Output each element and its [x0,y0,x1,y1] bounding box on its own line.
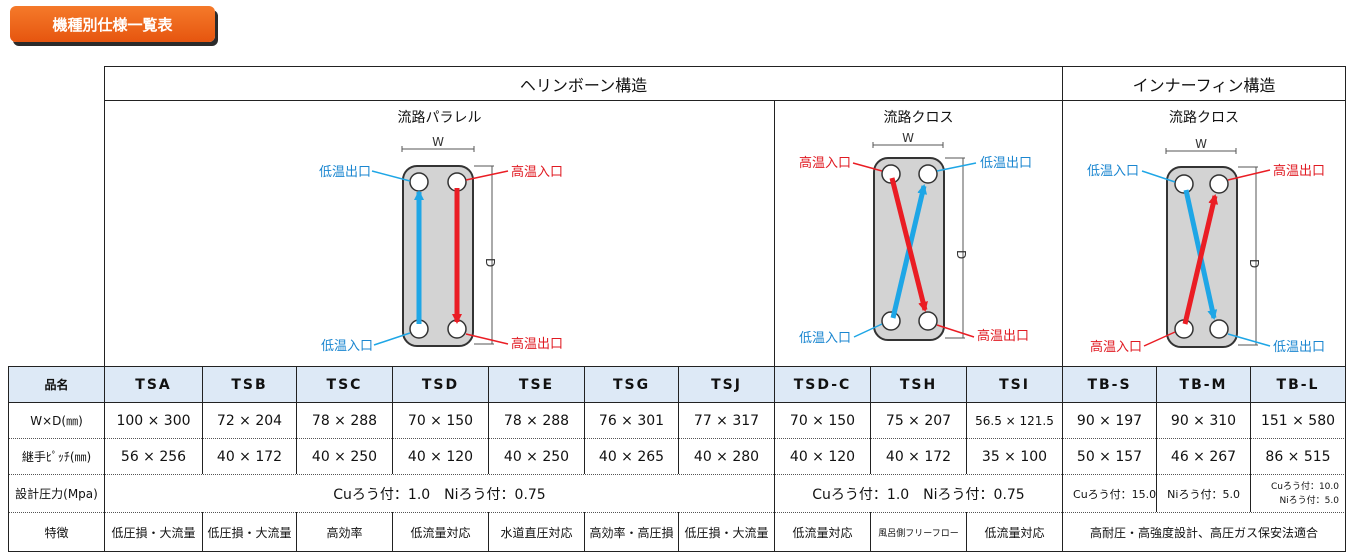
label-high-in: 高温入口 [799,155,851,171]
width-label: W [432,135,444,149]
label-low-out: 低温出口 [980,156,1032,171]
feature-cell: 高効率・高圧損 [589,525,674,540]
model-header: TSC [297,367,392,402]
size-cell: 70 × 150 [407,412,474,429]
size-cell: 78 × 288 [311,412,378,429]
model-header: TB-L [1251,367,1345,402]
model-header: TSE [489,367,584,402]
spec-table: ヘリンボーン構造 インナーフィン構造 流路パラレル 流路クロス 流路クロス W … [8,66,1346,552]
model-header: TB-S [1063,367,1156,402]
feature-cell: 低圧損・大流量 [111,525,196,540]
plate-diagram-parallel: W D 低温出口 高温入口 低温入口 高温出口 [319,135,563,354]
plate-diagram-cross: W D 高温入口 低温出口 低温入口 高温出口 [799,131,1032,346]
size-cell: 75 × 207 [885,412,952,429]
feature-cell: 低圧損・大流量 [684,525,769,540]
model-header: TSB [203,367,296,402]
label-high-out: 高温出口 [1273,163,1325,179]
pitch-cell: 56 × 256 [120,448,187,465]
label-high-out: 高温出口 [511,336,563,352]
pressure-cell: Cuろう付：1.0 Niろう付：0.75 [333,486,546,503]
flow-type-cross: 流路クロス [883,110,954,126]
model-header: TSI [967,367,1062,402]
flow-type-cross-innerfin: 流路クロス [1169,110,1239,126]
pitch-cell: 35 × 100 [981,448,1048,465]
feature-cell: 低流量対応 [984,525,1045,540]
pitch-cell: 50 × 157 [1076,448,1143,465]
label-low-in: 低温入口 [799,331,851,346]
pressure-cell: Cuろう付：1.0 Niろう付：0.75 [812,486,1025,503]
label-low-in: 低温入口 [1087,164,1139,179]
pitch-cell: 40 × 120 [407,448,474,465]
size-cell: 90 × 197 [1076,412,1143,429]
row-label-name: 品名 [9,367,104,402]
size-cell: 72 × 204 [216,412,283,429]
model-header: TSG [585,367,678,402]
pitch-cell: 40 × 280 [693,448,760,465]
size-cell: 77 × 317 [693,412,760,429]
size-cell: 100 × 300 [116,412,191,429]
label-low-out: 低温出口 [319,165,371,180]
plate-diagram-innerfin: W D 低温入口 高温出口 高温入口 低温出口 [1087,137,1325,355]
title-button[interactable]: 機種別仕様一覧表 [10,6,215,42]
label-high-out: 高温出口 [977,328,1029,344]
row-label-size: W×D(㎜) [30,414,83,428]
label-low-out: 低温出口 [1273,340,1325,355]
pitch-cell: 40 × 265 [598,448,665,465]
width-label: W [1195,137,1207,151]
size-cell: 78 × 288 [503,412,570,429]
label-high-in: 高温入口 [511,164,563,180]
pressure-cell: Cuろう付：10.0 Niろう付：5.0 [1251,475,1345,512]
pitch-cell: 40 × 120 [789,448,856,465]
feature-cell: 高効率 [326,525,363,540]
model-header: TSD-C [775,367,870,402]
depth-label: D [483,258,497,267]
row-label-feature: 特徴 [44,525,69,540]
group-herringbone: ヘリンボーン構造 [519,75,648,95]
pitch-cell: 86 × 515 [1265,448,1331,465]
model-header: TSH [871,367,966,402]
width-label: W [902,131,914,145]
depth-label: D [1247,259,1261,268]
row-label-pitch: 継手ﾋﾟｯﾁ(㎜) [21,450,92,464]
feature-cell: 低流量対応 [792,525,853,540]
size-cell: 90 × 310 [1170,412,1237,429]
pressure-cu: Cuろう付：10.0 [1270,481,1339,492]
pressure-ni: Niろう付：5.0 [1279,495,1339,506]
feature-cell: 低圧損・大流量 [207,525,292,540]
pitch-cell: 46 × 267 [1170,448,1237,465]
label-high-in: 高温入口 [1090,339,1142,355]
pitch-cell: 40 × 172 [216,448,283,465]
size-cell: 56.5 × 121.5 [975,413,1054,428]
size-cell: 76 × 301 [598,412,665,429]
feature-cell: 風呂側フリーフロー [878,528,959,539]
pitch-cell: 40 × 250 [311,448,378,465]
label-low-in: 低温入口 [321,339,373,354]
row-label-pressure: 設計圧力(Mpa) [15,487,98,501]
depth-label: D [954,250,968,259]
feature-cell: 低流量対応 [410,525,471,540]
model-header: TSA [105,367,202,402]
size-cell: 70 × 150 [789,412,856,429]
plate-diagrams: W D 低温出口 高温入口 低温入口 高温出口 W [319,131,1325,355]
group-innerfin: インナーフィン構造 [1132,75,1276,95]
flow-type-parallel: 流路パラレル [397,110,482,126]
size-cell: 151 × 580 [1260,412,1336,429]
feature-cell: 水道直圧対応 [500,525,573,540]
model-header: TB-M [1157,367,1250,402]
model-header: TSD [393,367,488,402]
feature-cell-innerfin: 高耐圧・高強度設計、高圧ガス保安法適合 [1089,525,1318,540]
pitch-cell: 40 × 250 [503,448,570,465]
model-header: TSJ [679,367,774,402]
pressure-cell: Cuろう付：15.0 Niろう付：5.0 [1073,487,1240,501]
pitch-cell: 40 × 172 [885,448,952,465]
